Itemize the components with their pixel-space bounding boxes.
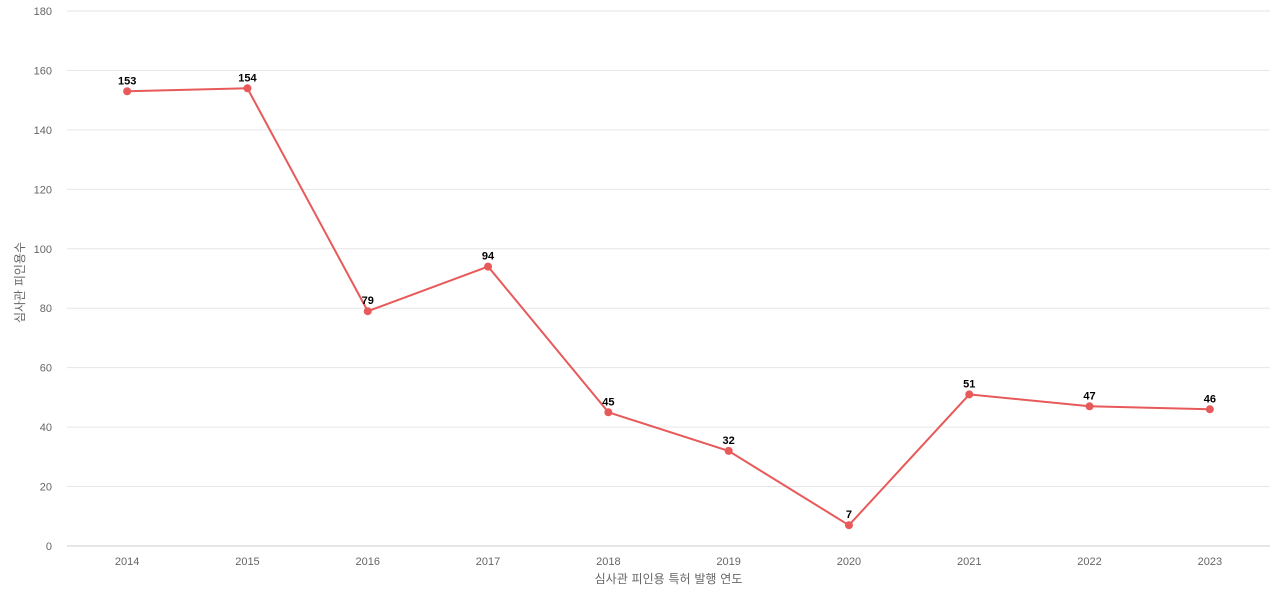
- data-label: 94: [482, 251, 495, 263]
- data-label: 47: [1083, 390, 1095, 402]
- y-axis-title: 심사관 피인용수: [13, 242, 27, 323]
- grid: [67, 10, 1270, 488]
- y-tick-label: 120: [34, 184, 52, 196]
- x-tick-label: 2018: [596, 556, 620, 568]
- data-point: [484, 262, 493, 271]
- y-tick-label: 100: [34, 244, 52, 256]
- data-points: [123, 84, 1214, 530]
- series-line: [127, 87, 1210, 527]
- y-axis: 0 20 40 60 80 100 120 140 160 180: [34, 6, 52, 553]
- y-tick-label: 160: [34, 65, 52, 77]
- x-tick-label: 2014: [115, 556, 139, 568]
- x-tick-label: 2020: [837, 556, 861, 568]
- data-point: [243, 84, 252, 93]
- data-point: [363, 307, 372, 316]
- data-point: [724, 446, 733, 455]
- y-tick-label: 180: [34, 6, 52, 18]
- data-point: [123, 87, 132, 96]
- data-labels: 153 154 79 94 45 32 7 51 47 46: [118, 72, 1216, 521]
- data-label: 154: [238, 72, 257, 84]
- data-label: 46: [1204, 393, 1216, 405]
- data-label: 7: [846, 509, 852, 521]
- y-tick-label: 0: [46, 541, 52, 553]
- data-label: 32: [723, 435, 735, 447]
- x-tick-label: 2021: [957, 556, 981, 568]
- x-tick-label: 2022: [1077, 556, 1101, 568]
- data-point: [1085, 402, 1094, 411]
- x-tick-label: 2015: [235, 556, 259, 568]
- x-tick-label: 2016: [356, 556, 380, 568]
- y-tick-label: 140: [34, 125, 52, 137]
- y-tick-label: 60: [40, 363, 52, 375]
- x-axis: 2014 2015 2016 2017 2018 2019 2020 2021 2022 2023: [115, 556, 1222, 568]
- y-tick-label: 80: [40, 303, 52, 315]
- data-label: 79: [362, 295, 374, 307]
- x-tick-label: 2023: [1198, 556, 1222, 568]
- x-tick-label: 2017: [476, 556, 500, 568]
- data-label: 45: [602, 396, 614, 408]
- data-point: [844, 521, 853, 530]
- data-label: 153: [118, 75, 136, 87]
- data-point: [965, 390, 974, 399]
- y-tick-label: 20: [40, 482, 52, 494]
- data-label: 51: [963, 378, 975, 390]
- x-tick-label: 2019: [716, 556, 740, 568]
- data-point: [1205, 405, 1214, 414]
- y-tick-label: 40: [40, 422, 52, 434]
- x-axis-title: 심사관 피인용 특허 발행 연도: [595, 571, 743, 586]
- data-point: [604, 408, 613, 417]
